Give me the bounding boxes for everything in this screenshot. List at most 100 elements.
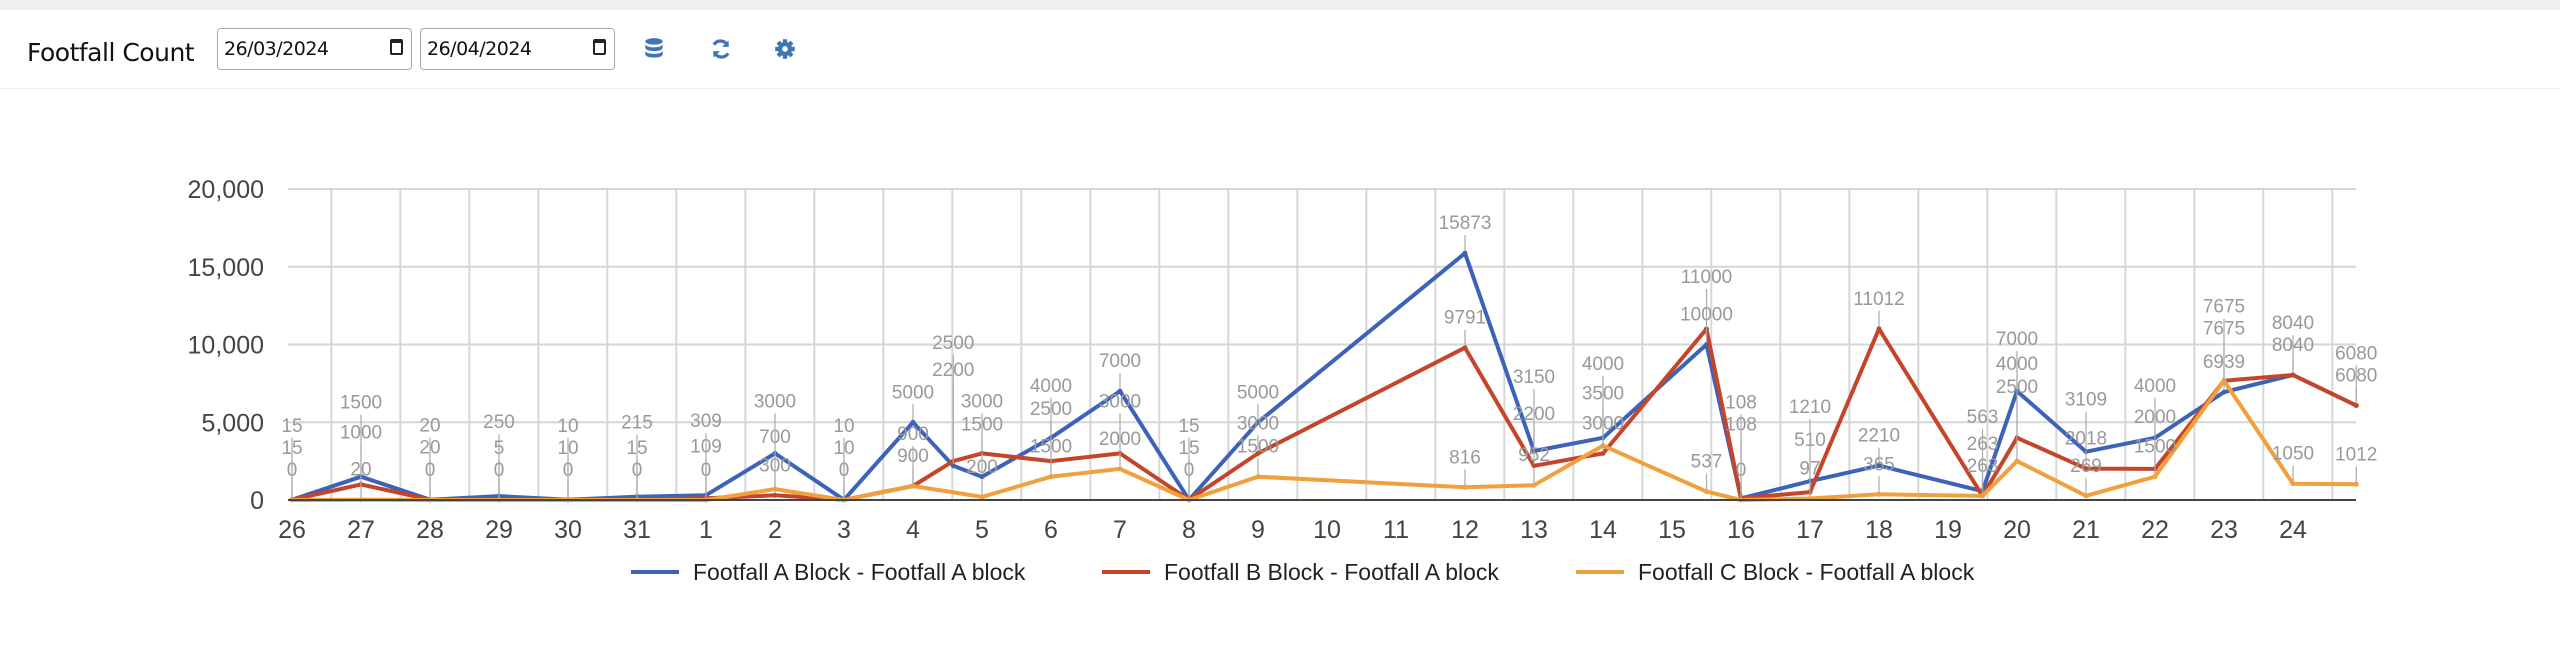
- data-label: 2500: [932, 333, 974, 354]
- data-label: 0: [632, 460, 643, 481]
- data-point: [1876, 491, 1882, 497]
- legend-label-1: Footfall A Block - Footfall A block: [693, 559, 1026, 585]
- x-tick-label: 29: [485, 516, 513, 544]
- x-tick-label: 14: [1589, 516, 1617, 544]
- legend-label-2: Footfall B Block - Footfall A block: [1164, 559, 1499, 585]
- data-label: 6080: [2335, 365, 2377, 386]
- end-date-input[interactable]: 26/04/2024: [420, 28, 615, 70]
- data-point: [910, 483, 916, 489]
- data-point: [2353, 402, 2359, 408]
- data-point: [1600, 443, 1606, 449]
- data-point: [950, 458, 956, 464]
- data-label: 510: [1794, 430, 1826, 451]
- end-date-value: 26/04/2024: [427, 38, 532, 60]
- data-point: [703, 497, 709, 503]
- data-label: 11012: [1853, 289, 1904, 310]
- data-label: 4000: [2134, 376, 2176, 397]
- data-label: 20: [419, 438, 440, 459]
- data-point: [1255, 474, 1261, 480]
- data-point: [1807, 489, 1813, 495]
- data-label: 20: [419, 416, 440, 437]
- data-label: 3000: [1237, 413, 1279, 434]
- data-label: 0: [425, 460, 436, 481]
- data-point: [1876, 463, 1882, 469]
- data-point: [979, 494, 985, 500]
- data-label: 2210: [1858, 426, 1900, 447]
- data-point: [1462, 250, 1468, 256]
- data-label: 10: [833, 438, 854, 459]
- data-label: 2018: [2065, 429, 2107, 450]
- data-point: [1531, 482, 1537, 488]
- data-point: [841, 497, 847, 503]
- data-point: [289, 497, 295, 503]
- data-label: 2000: [1099, 429, 1141, 450]
- data-label: 300: [759, 455, 791, 476]
- calendar-icon[interactable]: [593, 39, 606, 55]
- data-point: [2221, 378, 2227, 384]
- data-point: [979, 450, 985, 456]
- data-point: [1980, 493, 1985, 499]
- data-point: [1531, 448, 1537, 454]
- data-point: [910, 483, 916, 489]
- y-tick-label: 20,000: [188, 176, 264, 204]
- y-tick-label: 0: [250, 487, 264, 515]
- data-label: 15: [626, 438, 647, 459]
- data-label: 5000: [1237, 382, 1279, 403]
- data-point: [1048, 474, 1054, 480]
- y-tick-label: 5,000: [201, 409, 264, 437]
- data-label: 97: [1799, 458, 1820, 479]
- data-label: 6939: [2203, 352, 2245, 373]
- data-label: 15: [281, 438, 302, 459]
- data-point: [2290, 481, 2296, 487]
- data-point: [1117, 450, 1123, 456]
- data-label: 2000: [2134, 407, 2176, 428]
- data-point: [1255, 419, 1261, 425]
- data-label: 816: [1449, 447, 1481, 468]
- data-point: [634, 497, 640, 503]
- data-point: [772, 450, 778, 456]
- data-point: [2290, 372, 2296, 378]
- data-label: 7675: [2203, 297, 2245, 318]
- start-date-input[interactable]: 26/03/2024: [217, 28, 412, 70]
- data-point: [2083, 493, 2089, 499]
- data-point: [1048, 458, 1054, 464]
- data-point: [2014, 458, 2020, 464]
- data-point: [289, 497, 295, 503]
- x-tick-label: 17: [1796, 516, 1824, 544]
- data-label: 10: [833, 416, 854, 437]
- database-icon[interactable]: [641, 36, 667, 62]
- data-label: 10000: [1680, 305, 1733, 326]
- x-tick-label: 1: [699, 516, 713, 544]
- data-label: 15: [281, 416, 302, 437]
- data-point: [2083, 466, 2089, 472]
- data-point: [358, 497, 364, 503]
- data-point: [1117, 466, 1123, 472]
- data-point: [703, 492, 709, 498]
- x-tick-label: 12: [1451, 516, 1479, 544]
- data-label: 250: [483, 412, 515, 433]
- data-point: [2221, 389, 2227, 395]
- data-label: 5000: [892, 382, 934, 403]
- calendar-icon[interactable]: [390, 39, 403, 55]
- data-label: 0: [839, 460, 850, 481]
- data-label: 7000: [1099, 351, 1141, 372]
- data-label: 3000: [1099, 391, 1141, 412]
- data-point: [2014, 388, 2020, 394]
- data-point: [427, 497, 433, 503]
- data-label: 1210: [1789, 397, 1831, 418]
- gear-icon[interactable]: [772, 36, 798, 62]
- data-point: [427, 497, 433, 503]
- series-line-1: [291, 251, 2358, 502]
- refresh-icon[interactable]: [708, 36, 734, 62]
- data-point: [1980, 488, 1985, 494]
- x-tick-label: 4: [906, 516, 920, 544]
- data-label: 7675: [2203, 319, 2245, 340]
- data-point: [772, 486, 778, 492]
- data-point: [496, 493, 502, 499]
- data-label: 10: [557, 438, 578, 459]
- data-point: [1738, 495, 1744, 501]
- x-tick-label: 5: [975, 516, 989, 544]
- x-tick-label: 20: [2003, 516, 2031, 544]
- data-label: 2200: [932, 360, 974, 381]
- data-label: 537: [1691, 452, 1723, 473]
